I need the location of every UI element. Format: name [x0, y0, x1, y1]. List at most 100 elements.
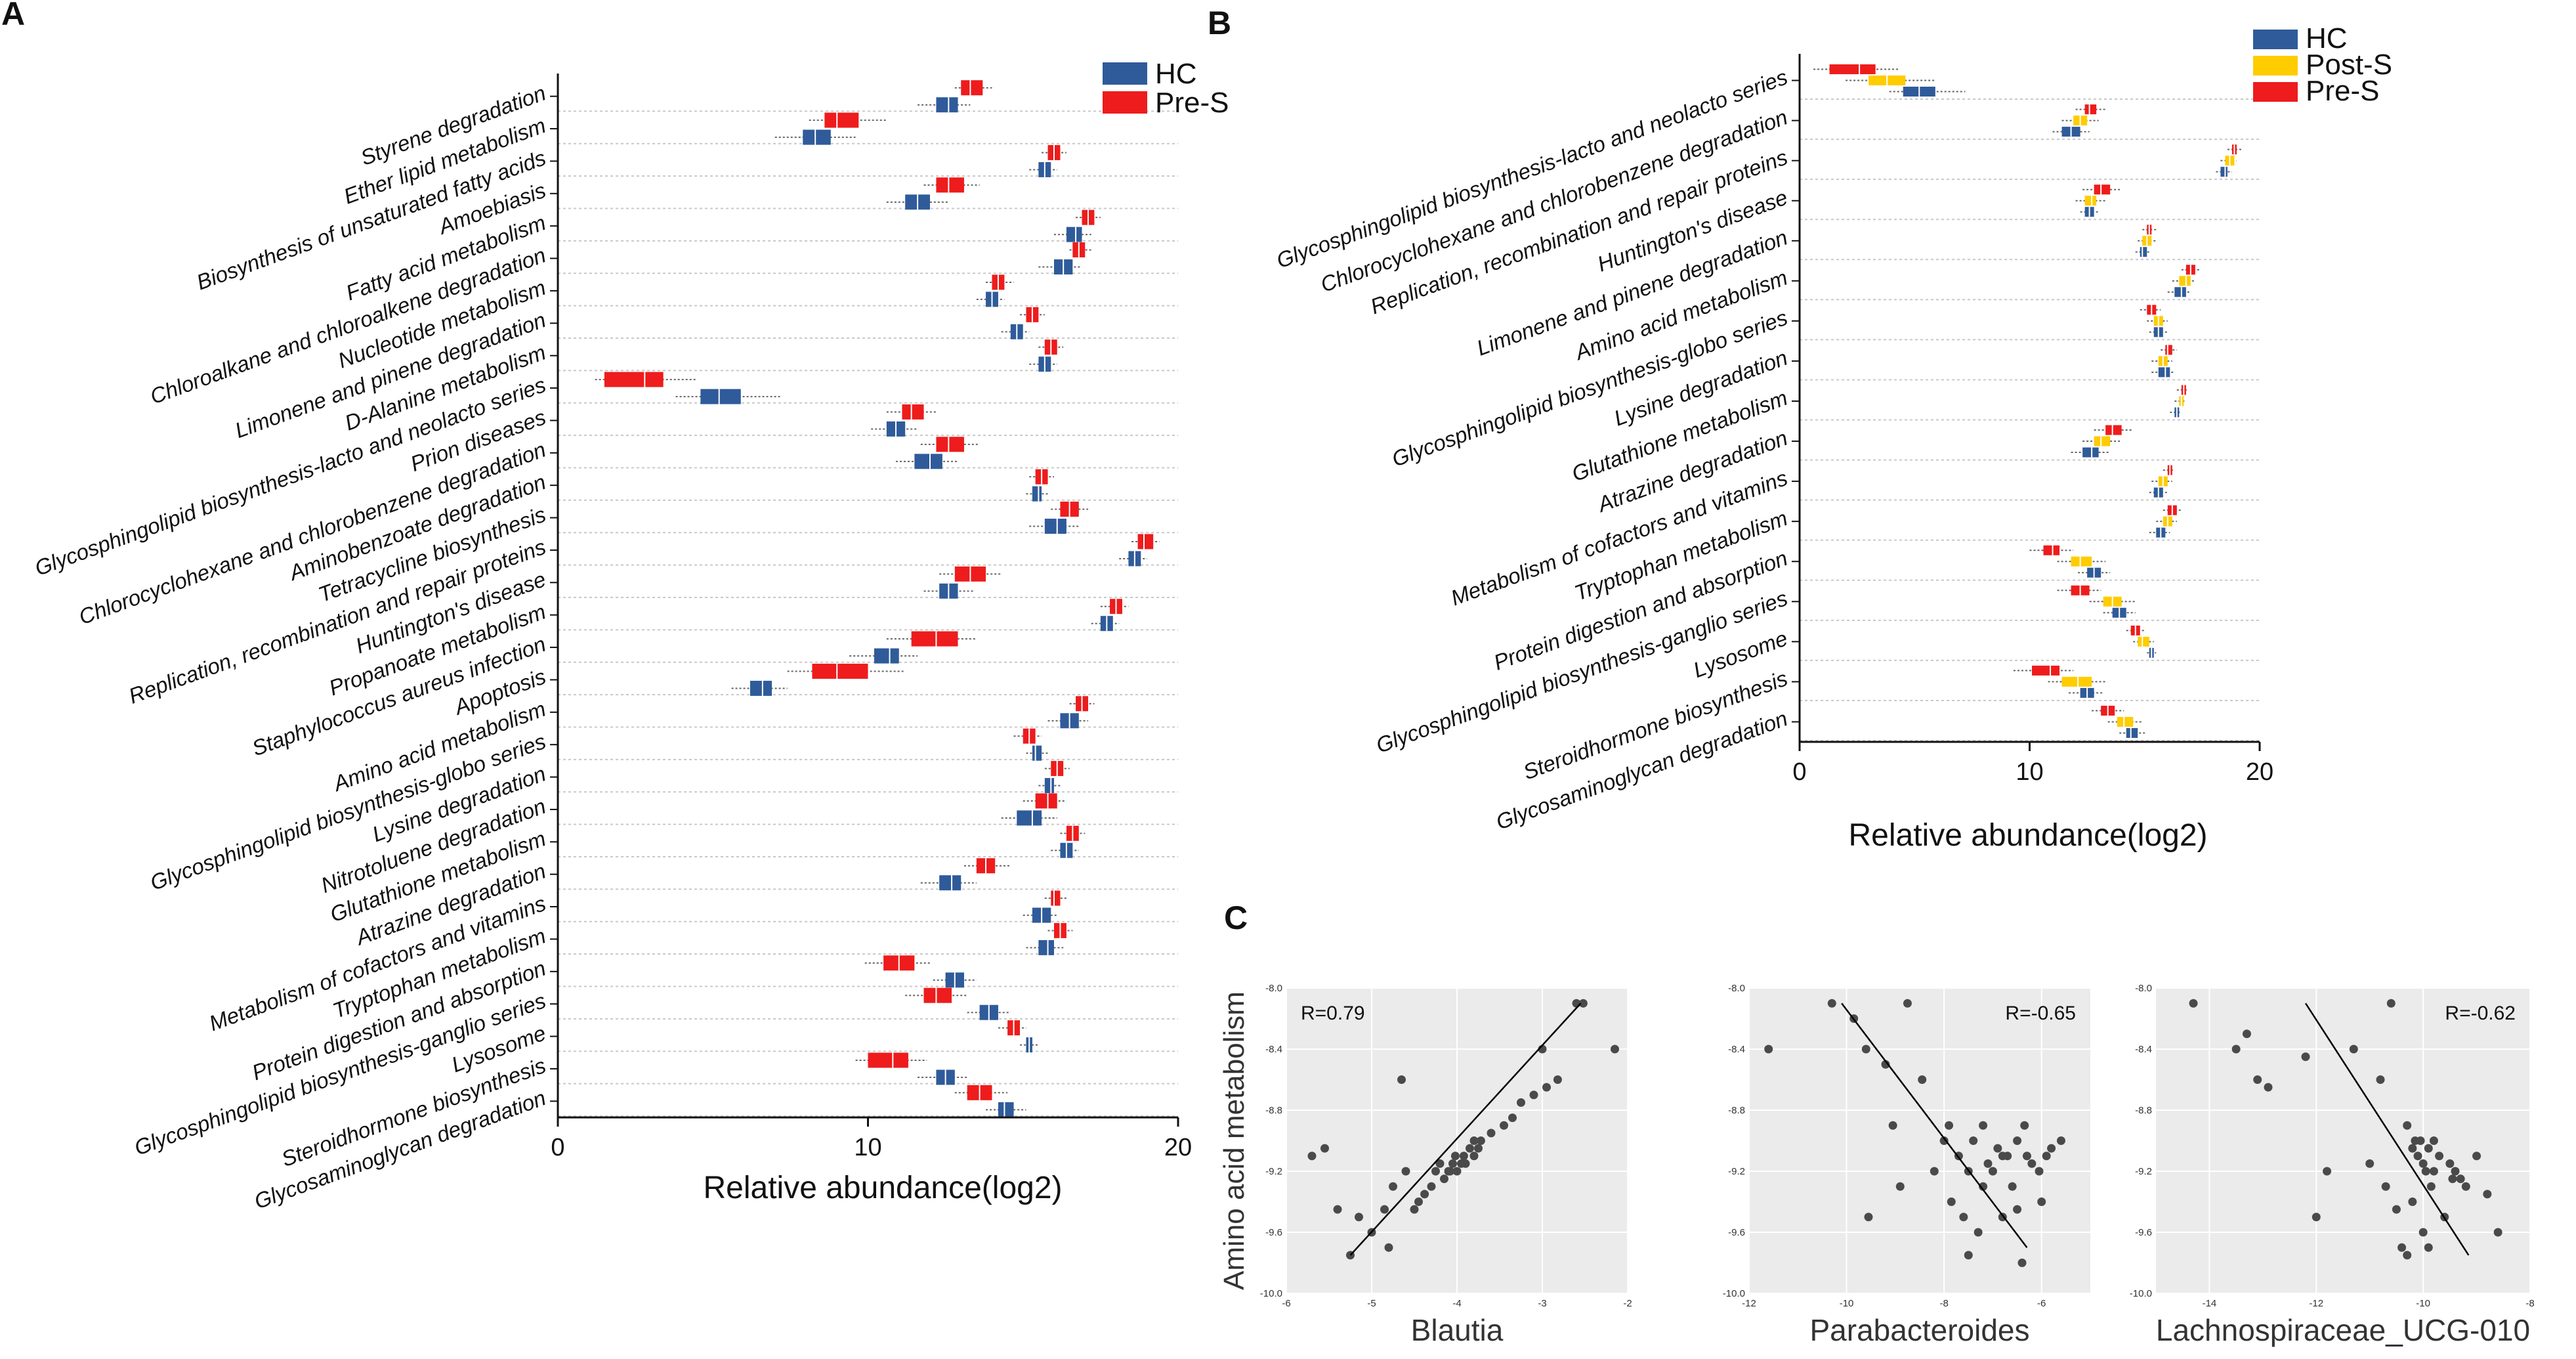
scatter-point: [1611, 1045, 1619, 1054]
scatter-point: [2008, 1182, 2017, 1191]
scatter-point: [2365, 1159, 2375, 1168]
scatter-point: [2189, 999, 2198, 1008]
box-pre-s: [1035, 793, 1057, 809]
box-pre-s: [812, 663, 868, 679]
scatter-point: [2047, 1144, 2056, 1153]
scatter-point: [1500, 1121, 1508, 1130]
scatter-point: [1435, 1159, 1445, 1168]
scatter-point: [1448, 1159, 1457, 1168]
correlation-label: R=0.79: [1301, 1003, 1365, 1024]
scatter-point: [2376, 1075, 2385, 1084]
scatter-point: [1414, 1197, 1423, 1206]
box-pre-s: [868, 1052, 908, 1068]
box-pre-s: [2165, 345, 2172, 355]
box-pre-s: [2094, 184, 2111, 195]
x-tick-label: 0: [1792, 758, 1806, 786]
box-hc: [998, 1102, 1014, 1117]
box-pre-s: [936, 177, 964, 193]
scatter-point: [2461, 1182, 2470, 1191]
scatter-point: [1410, 1205, 1419, 1214]
scatter-point: [1542, 1083, 1551, 1092]
scatter-point: [2456, 1175, 2465, 1184]
scatter-point: [1469, 1152, 1479, 1161]
scatter-point: [2323, 1167, 2332, 1176]
scatter-x-axis-title: Lachnospiraceae_UCG-010: [2156, 1313, 2530, 1347]
scatter-x-axis-title: Blautia: [1411, 1313, 1504, 1347]
box-pre-s: [902, 404, 924, 420]
scatter-point: [1881, 1060, 1890, 1069]
scatter-point: [2403, 1121, 2412, 1130]
scatter-point: [2381, 1182, 2390, 1191]
scatter-point: [1384, 1243, 1393, 1252]
scatter-point: [2253, 1075, 2262, 1084]
legend-label: HC: [1155, 58, 1197, 90]
scatter-y-tick-label: -9.2: [2135, 1166, 2152, 1177]
scatter-point: [1918, 1075, 1927, 1084]
scatter-point: [1895, 1182, 1905, 1191]
box-hc: [1038, 939, 1054, 955]
scatter-point: [2042, 1152, 2051, 1161]
scatter-point: [2027, 1159, 2037, 1168]
scatter-x-tick-label: -10: [2416, 1298, 2430, 1309]
scatter-point: [1529, 1090, 1538, 1100]
scatter-y-tick-label: -9.2: [1265, 1166, 1282, 1177]
box-pre-s: [2105, 425, 2122, 435]
legend-label: Pre-S: [1155, 87, 1229, 119]
regression-line: [1841, 1003, 2028, 1249]
box-pre-s: [824, 112, 859, 128]
box-post-s: [2084, 196, 2097, 206]
chart-b-boxplot: Glycosphingolipid biosynthesis-lacto and…: [1273, 22, 2392, 853]
scatter-point: [2013, 1136, 2022, 1145]
scatter-point: [1469, 1136, 1479, 1145]
scatter-point: [1983, 1159, 1993, 1168]
scatter-point: [1508, 1113, 1517, 1123]
scatter-point: [2392, 1205, 2401, 1214]
scatter-y-tick-label: -8.0: [1728, 983, 1745, 994]
x-axis-title: Relative abundance(log2): [703, 1171, 1062, 1205]
scatter-y-tick-label: -9.6: [2135, 1227, 2152, 1238]
box-pre-s: [2032, 665, 2060, 676]
legend-swatch-hc: [2253, 30, 2298, 49]
panel-label-b: B: [1208, 5, 1231, 41]
box-pre-s: [961, 80, 983, 96]
scatter-point: [1947, 1197, 1956, 1206]
box-post-s: [2179, 276, 2191, 286]
box-post-s: [2061, 676, 2092, 687]
scatter-point: [2429, 1136, 2438, 1145]
scatter-point: [2242, 1029, 2251, 1039]
scatter-point: [1450, 1152, 1460, 1161]
scatter-point: [1988, 1167, 1997, 1176]
scatter-point: [2421, 1167, 2430, 1176]
box-hc: [914, 454, 942, 469]
x-tick-label: 10: [2016, 758, 2043, 786]
box-hc: [1044, 778, 1054, 794]
scatter-point: [2022, 1152, 2031, 1161]
scatter-point: [1969, 1136, 1978, 1145]
scatter-point: [1452, 1167, 1462, 1176]
box-pre-s: [2043, 545, 2060, 555]
box-hc: [803, 129, 831, 145]
scatter-point: [1476, 1136, 1485, 1145]
box-pre-s: [1137, 534, 1154, 550]
scatter-x-tick-label: -8: [2525, 1298, 2534, 1309]
x-tick-label: 10: [854, 1134, 881, 1161]
box-post-s: [2094, 436, 2111, 446]
scatter-point: [1380, 1205, 1389, 1214]
scatter-point: [1888, 1121, 1897, 1130]
scatter-point: [1431, 1167, 1440, 1176]
scatter-point: [2312, 1213, 2321, 1222]
scatter-point: [1466, 1144, 1474, 1153]
scatter-point: [1401, 1167, 1410, 1176]
scatter-point: [1420, 1190, 1429, 1199]
scatter-y-tick-label: -9.6: [1728, 1227, 1745, 1238]
scatter-point: [2056, 1136, 2065, 1145]
box-hc: [874, 648, 899, 664]
box-hc: [1032, 745, 1042, 761]
box-hc: [1017, 810, 1042, 826]
box-pre-s: [1829, 64, 1876, 75]
scatter-point: [1998, 1152, 2007, 1161]
scatter-point: [2429, 1167, 2438, 1176]
box-hc: [2140, 247, 2147, 257]
scatter-y-tick-label: -8.0: [1265, 983, 1282, 994]
